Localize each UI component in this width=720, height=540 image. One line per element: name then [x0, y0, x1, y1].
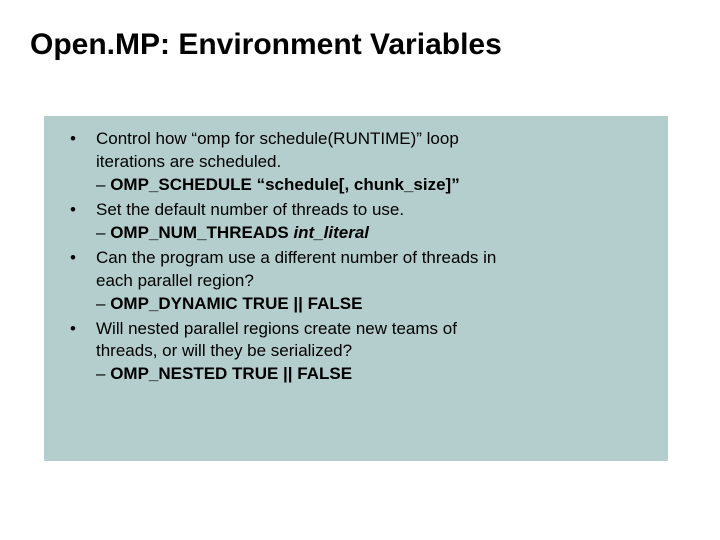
bullet-list: • Control how “omp for schedule(RUNTIME)… [52, 128, 652, 386]
dash: – [96, 175, 110, 194]
bullet-subline: – OMP_NUM_THREADS int_literal [96, 222, 652, 245]
list-item: • Set the default number of threads to u… [52, 199, 652, 245]
env-var: OMP_DYNAMIC TRUE || FALSE [110, 294, 362, 313]
list-item: • Control how “omp for schedule(RUNTIME)… [52, 128, 652, 197]
bullet-text-line2: each parallel region? [96, 270, 652, 293]
bullet-text-line1: Can the program use a different number o… [96, 247, 652, 270]
bullet-text-line2: iterations are scheduled. [96, 151, 652, 174]
bullet-marker: • [70, 199, 76, 222]
bullet-subline: – OMP_NESTED TRUE || FALSE [96, 363, 652, 386]
bullet-subline: – OMP_SCHEDULE “schedule[, chunk_size]” [96, 174, 652, 197]
dash: – [96, 364, 110, 383]
env-var-arg: int_literal [293, 223, 369, 242]
list-item: • Will nested parallel regions create ne… [52, 318, 652, 387]
bullet-text-line1: Will nested parallel regions create new … [96, 318, 652, 341]
slide-title: Open.MP: Environment Variables [30, 28, 502, 62]
bullet-text-line1: Control how “omp for schedule(RUNTIME)” … [96, 128, 652, 151]
bullet-text-line1: Set the default number of threads to use… [96, 199, 652, 222]
env-var: OMP_NESTED TRUE || FALSE [110, 364, 352, 383]
bullet-marker: • [70, 247, 76, 270]
env-var: OMP_NUM_THREADS [110, 223, 293, 242]
bullet-text-line2: threads, or will they be serialized? [96, 340, 652, 363]
bullet-marker: • [70, 318, 76, 341]
dash: – [96, 223, 110, 242]
slide: Open.MP: Environment Variables • Control… [0, 0, 720, 540]
content-box: • Control how “omp for schedule(RUNTIME)… [44, 116, 668, 461]
list-item: • Can the program use a different number… [52, 247, 652, 316]
bullet-subline: – OMP_DYNAMIC TRUE || FALSE [96, 293, 652, 316]
dash: – [96, 294, 110, 313]
env-var: OMP_SCHEDULE “schedule[, chunk_size]” [110, 175, 460, 194]
bullet-marker: • [70, 128, 76, 151]
